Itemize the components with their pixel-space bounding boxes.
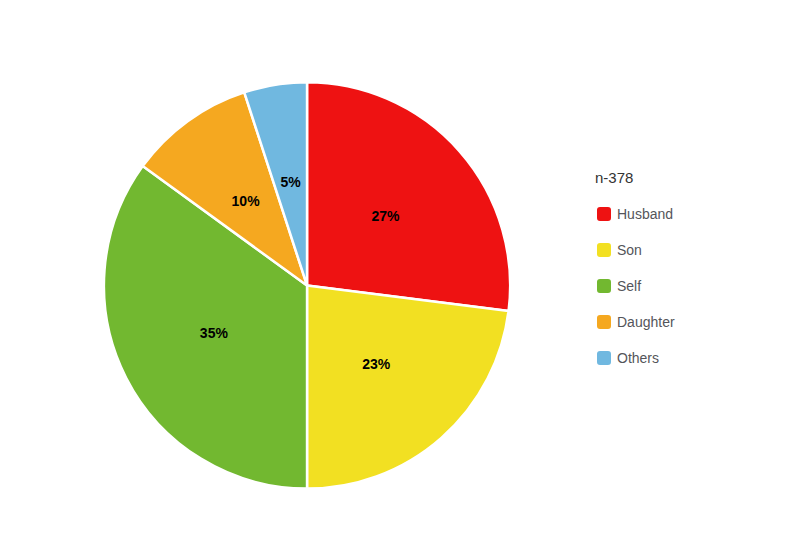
svg-text:Daughter: Daughter xyxy=(617,314,675,330)
svg-text:Self: Self xyxy=(617,278,641,294)
svg-text:n-378: n-378 xyxy=(595,169,633,186)
svg-text:10%: 10% xyxy=(232,193,261,209)
svg-text:23%: 23% xyxy=(362,356,391,372)
svg-text:Son: Son xyxy=(617,242,642,258)
svg-text:Others: Others xyxy=(617,350,659,366)
svg-text:Husband: Husband xyxy=(617,206,673,222)
svg-text:27%: 27% xyxy=(371,208,400,224)
svg-text:5%: 5% xyxy=(281,174,302,190)
svg-text:35%: 35% xyxy=(200,325,229,341)
